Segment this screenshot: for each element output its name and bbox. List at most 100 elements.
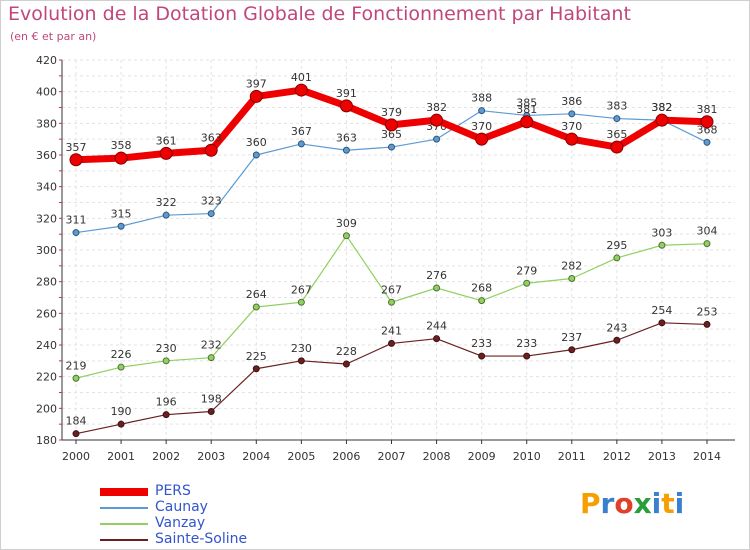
- point-pers: [204, 143, 218, 157]
- legend-swatch-pers: [100, 488, 148, 496]
- data-label-vanzay: 219: [66, 359, 87, 372]
- data-label-caunay: 385: [516, 96, 537, 109]
- point-pers: [385, 118, 398, 132]
- logo-letter: o: [614, 487, 634, 520]
- point-caunay: [568, 110, 576, 118]
- point-sainte-soline: [297, 357, 305, 365]
- data-label-pers: 382: [651, 101, 672, 114]
- proxiti-logo: Proxiti: [580, 487, 684, 520]
- data-label-sainte-soline: 233: [471, 337, 492, 350]
- point-vanzay: [568, 275, 576, 282]
- point-sainte-soline: [433, 335, 441, 343]
- logo-letter: t: [661, 487, 675, 520]
- point-vanzay: [117, 363, 125, 371]
- y-tick-label: 380: [36, 117, 57, 130]
- data-label-sainte-soline: 184: [66, 415, 87, 428]
- data-label-sainte-soline: 233: [516, 337, 537, 350]
- point-sainte-soline: [658, 319, 666, 327]
- data-label-caunay: 382: [651, 101, 672, 114]
- point-caunay: [252, 151, 260, 159]
- point-caunay: [117, 222, 125, 230]
- y-tick-label: 300: [36, 244, 57, 257]
- logo-letter: P: [580, 487, 601, 520]
- data-label-sainte-soline: 244: [426, 320, 447, 333]
- chart-legend: PERS Caunay Vanzay Sainte-Soline: [100, 483, 300, 548]
- data-label-pers: 358: [111, 139, 132, 152]
- legend-label-sainte-soline: Sainte-Soline: [155, 531, 248, 547]
- point-vanzay: [613, 254, 621, 262]
- x-tick-label: 2007: [378, 450, 406, 463]
- point-caunay: [162, 211, 170, 219]
- point-pers: [700, 115, 714, 129]
- x-tick-label: 2008: [423, 450, 451, 463]
- x-tick-label: 2006: [332, 450, 360, 463]
- point-pers: [69, 153, 83, 167]
- point-vanzay: [523, 279, 531, 287]
- legend-item-vanzay: Vanzay: [100, 515, 300, 532]
- data-label-vanzay: 295: [606, 239, 627, 252]
- point-caunay: [297, 140, 305, 148]
- x-tick-label: 2009: [468, 450, 496, 463]
- point-pers: [339, 99, 353, 113]
- data-label-sainte-soline: 190: [111, 405, 132, 418]
- data-label-vanzay: 268: [471, 282, 492, 295]
- chart-subtitle: (en € et par an): [10, 30, 97, 43]
- point-sainte-soline: [568, 346, 576, 354]
- point-caunay: [72, 229, 80, 237]
- point-vanzay: [658, 241, 666, 249]
- data-label-pers: 379: [381, 106, 402, 119]
- legend-label-caunay: Caunay: [155, 499, 208, 515]
- chart-title: Evolution de la Dotation Globale de Fonc…: [8, 3, 631, 25]
- data-label-vanzay: 267: [291, 283, 312, 296]
- y-tick-label: 220: [36, 371, 57, 384]
- data-label-caunay: 388: [471, 92, 492, 105]
- data-label-vanzay: 309: [336, 217, 357, 230]
- data-label-pers: 363: [201, 131, 222, 144]
- data-label-vanzay: 264: [246, 288, 267, 301]
- x-tick-label: 2014: [693, 450, 721, 463]
- legend-swatch-sainte-soline: [100, 539, 148, 541]
- point-vanzay: [252, 303, 260, 311]
- data-label-caunay: 322: [156, 196, 177, 209]
- data-label-vanzay: 282: [561, 260, 582, 273]
- point-sainte-soline: [703, 320, 711, 328]
- y-tick-label: 280: [36, 276, 57, 289]
- data-label-vanzay: 276: [426, 269, 447, 282]
- point-vanzay: [433, 284, 441, 292]
- data-label-sainte-soline: 228: [336, 345, 357, 358]
- data-label-vanzay: 230: [156, 342, 177, 355]
- x-tick-label: 2005: [287, 450, 315, 463]
- legend-item-caunay: Caunay: [100, 499, 300, 516]
- point-caunay: [613, 115, 621, 123]
- data-label-caunay: 363: [336, 131, 357, 144]
- point-sainte-soline: [117, 420, 125, 428]
- data-label-sainte-soline: 225: [246, 350, 267, 363]
- point-pers: [294, 83, 308, 97]
- x-tick-label: 2013: [648, 450, 676, 463]
- data-label-pers: 401: [291, 71, 312, 84]
- point-vanzay: [72, 374, 80, 382]
- point-vanzay: [388, 298, 395, 306]
- legend-item-pers: PERS: [100, 483, 300, 500]
- point-pers: [610, 140, 624, 154]
- data-label-pers: 357: [66, 141, 87, 154]
- data-label-vanzay: 232: [201, 339, 222, 352]
- point-sainte-soline: [523, 352, 531, 360]
- point-pers: [475, 132, 489, 146]
- point-caunay: [388, 143, 395, 151]
- data-label-sainte-soline: 196: [156, 396, 177, 409]
- point-vanzay: [342, 232, 350, 240]
- point-sainte-soline: [478, 352, 486, 360]
- x-tick-label: 2011: [558, 450, 586, 463]
- x-tick-label: 2010: [513, 450, 541, 463]
- point-caunay: [703, 138, 711, 146]
- data-label-caunay: 367: [291, 125, 312, 138]
- y-tick-label: 360: [36, 149, 57, 162]
- legend-label-vanzay: Vanzay: [155, 515, 206, 531]
- x-tick-label: 2000: [62, 450, 90, 463]
- point-sainte-soline: [207, 408, 215, 415]
- data-label-caunay: 365: [381, 128, 402, 141]
- y-tick-label: 240: [36, 339, 57, 352]
- y-tick-label: 400: [36, 86, 57, 99]
- data-label-caunay: 311: [66, 214, 87, 227]
